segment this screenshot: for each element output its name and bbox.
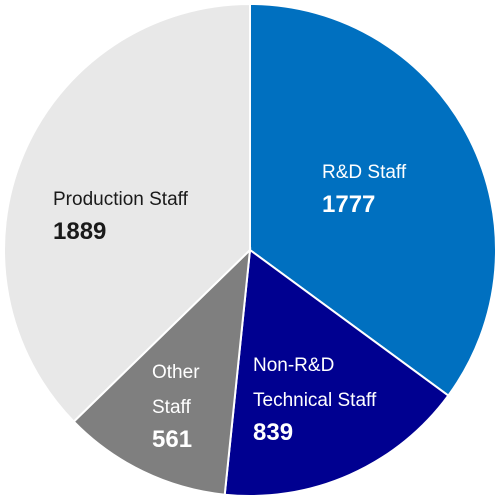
slice-value-1: 839 bbox=[253, 419, 293, 446]
slice-label-2-line-1: Staff bbox=[152, 397, 191, 418]
slice-label-group-2: Other Staff 561 bbox=[152, 362, 200, 453]
slice-value-3: 1889 bbox=[53, 218, 106, 245]
slice-label-group-3: Production Staff 1889 bbox=[53, 189, 189, 245]
slice-label-group-0: R&D Staff 1777 bbox=[322, 162, 407, 218]
pie-slice-2 bbox=[72, 247, 252, 496]
slice-label-1-line-1: Technical Staff bbox=[253, 390, 377, 411]
slice-label-3-line-0: Production Staff bbox=[53, 189, 189, 210]
pie-slice-3 bbox=[3, 2, 251, 424]
slice-label-2-line-0: Other bbox=[152, 362, 200, 383]
pie-slices bbox=[3, 2, 498, 498]
slice-value-2: 561 bbox=[152, 426, 192, 453]
slice-label-group-1: Non-R&D Technical Staff 839 bbox=[253, 355, 377, 446]
pie-labels: R&D Staff 1777 Non-R&D Technical Staff 839 Ot… bbox=[53, 162, 407, 453]
pie-slice-0 bbox=[249, 2, 498, 397]
slice-label-1-line-0: Non-R&D bbox=[253, 355, 334, 376]
slice-value-0: 1777 bbox=[322, 191, 375, 218]
slice-label-0-line-0: R&D Staff bbox=[322, 162, 407, 183]
pie-slice-1 bbox=[223, 248, 450, 498]
